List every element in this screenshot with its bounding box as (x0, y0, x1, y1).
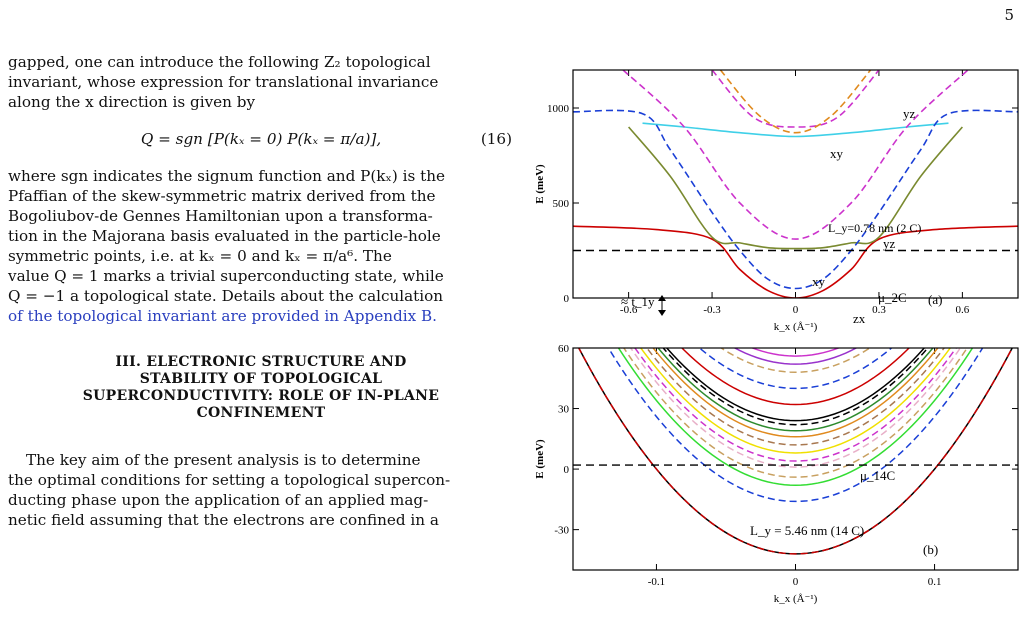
band-series (711, 70, 880, 128)
figure: -0.6 -0.3 0 0.3 0.6 0 500 1000 E (meV) k_x (Å⁻¹) -… (528, 60, 1023, 638)
plot-frame (572, 347, 1019, 571)
appendix-link[interactable]: of the topological invariant are provide… (8, 307, 437, 325)
heading-line: STABILITY OF TOPOLOGICAL (139, 371, 383, 387)
paragraph-aim: The key aim of the present analysis is t… (8, 450, 514, 530)
annotation: yz (903, 106, 916, 121)
plot-frame (572, 69, 1019, 299)
band-series (642, 122, 949, 138)
y-tick-label: -30 (554, 525, 569, 537)
text-line: netic field assuming that the electrons … (8, 511, 439, 529)
y-axis-label: E (meV) (534, 164, 546, 204)
annotation: zx (853, 311, 866, 326)
equation-16: Q = sgn [P(kₓ = 0) P(kₓ = π/a)], (16) (8, 116, 514, 162)
y-tick-label: 60 (558, 343, 570, 355)
y-tick-label: 1000 (547, 103, 570, 115)
section-heading: III. ELECTRONIC STRUCTURE AND STABILITY … (18, 354, 504, 422)
band-series (628, 126, 963, 250)
paragraph-pfaffian: where sgn indicates the signum function … (8, 166, 514, 326)
text-line: tion in the Majorana basis evaluated in … (8, 227, 441, 245)
band-series (645, 348, 946, 446)
text-line: Q = −1 a topological state. Details abou… (8, 287, 444, 305)
x-tick-label: -0.1 (648, 576, 665, 588)
y-tick-label: 0 (564, 464, 570, 476)
x-tick-label: 0.6 (956, 304, 970, 316)
annotation: xy (812, 274, 826, 289)
plot-area (577, 348, 1014, 555)
heading-line: SUPERCONDUCTIVITY: ROLE OF IN-PLANE (82, 388, 440, 404)
x-tick-label: 0.3 (872, 304, 886, 316)
band-series (622, 70, 969, 240)
gap-arrow-head (658, 310, 666, 316)
text-line: where sgn indicates the signum function … (8, 167, 446, 185)
band-series (634, 348, 957, 462)
annotation: (a) (928, 292, 942, 307)
x-tick-label: 0.1 (928, 576, 942, 588)
x-tick-label: 0 (793, 304, 799, 316)
y-tick-label: 30 (558, 404, 570, 416)
text-line: invariant, whose expression for translat… (8, 73, 439, 91)
band-series (577, 348, 1014, 555)
band-series (662, 348, 929, 426)
band-series (698, 348, 893, 390)
x-tick-label: -0.3 (703, 304, 721, 316)
heading-line: CONFINEMENT (196, 405, 326, 421)
band-series (573, 109, 1018, 290)
text-line: along the x direction is given by (8, 93, 256, 111)
band-series (719, 348, 872, 373)
band-structure-figure: -0.6 -0.3 0 0.3 0.6 0 500 1000 E (meV) k_x (Å⁻¹) -… (534, 69, 1019, 605)
equation-body: Q = sgn [P(kₓ = 0) P(kₓ = π/a)], (140, 130, 382, 148)
y-tick-label: 500 (553, 198, 570, 210)
gap-arrow-head (658, 295, 666, 301)
x-axis-label: k_x (Å⁻¹) (774, 321, 818, 333)
band-series (665, 348, 926, 422)
band-series (680, 348, 911, 406)
annotation: xy (830, 146, 844, 161)
band-series (629, 348, 962, 468)
annotation: L_y = 5.46 nm (14 C) (750, 523, 864, 538)
band-series (657, 348, 934, 432)
band-series (719, 70, 872, 134)
heading-line: III. ELECTRONIC STRUCTURE AND (115, 354, 407, 370)
annotation: μ_2C (878, 290, 907, 305)
band-series (622, 348, 969, 478)
annotation: μ_14C (860, 468, 895, 483)
x-tick-label: -0.6 (620, 304, 638, 316)
x-axis-label: k_x (Å⁻¹) (774, 593, 818, 605)
x-tick-label: 0 (793, 576, 799, 588)
page-number: 5 (1004, 6, 1014, 24)
annotation: ≈ t_1y (621, 294, 655, 309)
annotation: yz (883, 236, 896, 251)
plot-area (573, 70, 1018, 298)
text-line: The key aim of the present analysis is t… (26, 451, 421, 469)
band-series (652, 348, 939, 438)
band-series (733, 348, 858, 365)
band-series (639, 348, 952, 454)
y-tick-label: 0 (564, 293, 570, 305)
band-series (750, 348, 841, 357)
text-line: Bogoliubov-de Gennes Hamiltonian upon a … (8, 207, 433, 225)
y-axis-label: E (meV) (534, 439, 546, 479)
band-series (573, 225, 1018, 298)
annotation: (b) (923, 542, 938, 557)
equation-number: (16) (480, 130, 512, 148)
paragraph-intro: gapped, one can introduce the following … (8, 52, 514, 112)
band-series (607, 348, 984, 503)
text-line: ducting phase upon the application of an… (8, 491, 429, 509)
text-line: gapped, one can introduce the following … (8, 53, 431, 71)
band-series (617, 348, 974, 486)
text-line: Pfaffian of the skew-symmetric matrix de… (8, 187, 436, 205)
annotation: L_y=0.78 nm (2 C) (828, 221, 921, 235)
text-column: gapped, one can introduce the following … (8, 52, 514, 530)
text-line: the optimal conditions for setting a top… (8, 471, 451, 489)
text-line: symmetric points, i.e. at kₓ = 0 and kₓ … (8, 247, 392, 265)
text-line: value Q = 1 marks a trivial superconduct… (8, 267, 444, 285)
